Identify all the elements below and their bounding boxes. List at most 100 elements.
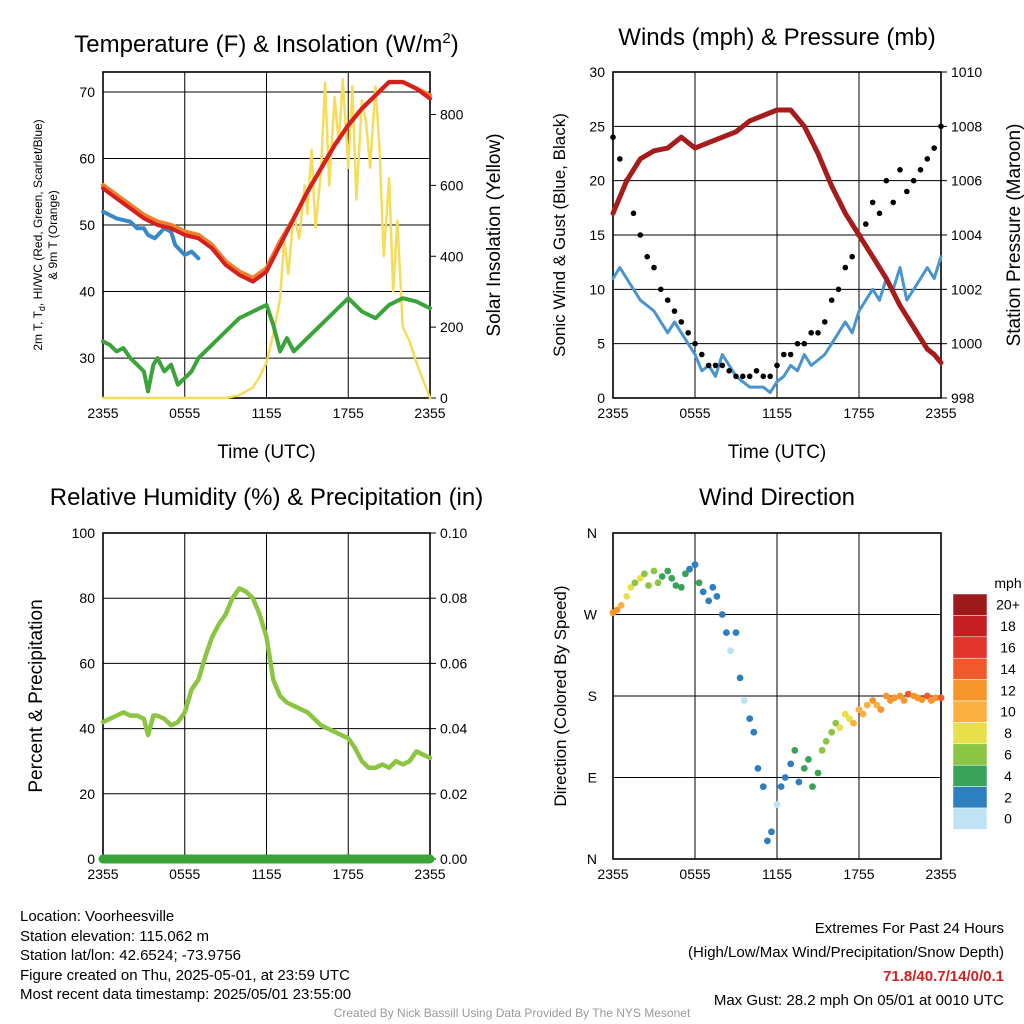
x-tick-label: 1755 [843, 866, 874, 882]
legend-label: 12 [1000, 682, 1016, 698]
gust-point [924, 156, 931, 162]
y-tick-label: 70 [79, 84, 95, 100]
x-tick-label: 2355 [597, 405, 628, 421]
gust-point [610, 134, 616, 140]
x-tick-label: 1755 [843, 405, 874, 421]
y-right-tick-label: 0.10 [440, 525, 467, 541]
plot-frame [102, 71, 431, 399]
direction-point [832, 719, 840, 727]
gust-point [849, 253, 855, 260]
direction-point [764, 837, 771, 845]
direction-point [736, 674, 744, 682]
gust-point [890, 199, 896, 206]
x-tick-label: 1755 [333, 866, 364, 882]
direction-point [828, 728, 836, 736]
direction-point [732, 629, 740, 636]
gust-point [753, 368, 760, 374]
direction-point [877, 706, 885, 713]
y-tick-label: W [584, 607, 598, 623]
direction-point [846, 715, 853, 722]
y-axis-label-left: Percent & Precipitation [26, 599, 47, 792]
y-tick-label: 100 [72, 525, 96, 541]
direction-point [658, 573, 666, 580]
direction-point [631, 579, 639, 587]
legend-label: 8 [1004, 725, 1012, 741]
gust-point [692, 340, 698, 347]
direction-point [800, 765, 808, 772]
direction-point [869, 697, 877, 704]
direction-point [668, 574, 676, 582]
direction-point [705, 597, 713, 605]
direction-point [836, 724, 844, 732]
y-right-tick-label: 1008 [951, 118, 982, 134]
y-right-tick-label: 1002 [951, 281, 982, 297]
gust-point [685, 330, 691, 336]
y-right-tick-label: 1004 [951, 227, 982, 243]
plot-frame [612, 71, 942, 399]
legend-label: 2 [1004, 789, 1012, 805]
direction-point [723, 629, 730, 636]
gust-point [774, 362, 780, 369]
gust-point [678, 319, 685, 325]
gust-point [931, 145, 937, 151]
gust-point [794, 340, 801, 347]
direction-point [759, 783, 767, 790]
gust-point [637, 232, 644, 238]
direction-point [773, 801, 781, 809]
gust-point [897, 167, 903, 173]
gust-point [863, 221, 869, 227]
direction-point [923, 692, 931, 700]
x-tick-label: 0555 [169, 405, 200, 421]
direction-point [822, 737, 830, 745]
direction-point [691, 561, 699, 569]
gust-point [746, 373, 753, 380]
gust-point [787, 351, 794, 358]
y-tick-label: S [588, 688, 597, 704]
title-superscript: 2 [442, 30, 450, 47]
legend-label: 20+ [996, 597, 1020, 613]
x-tick-label: 2355 [925, 866, 956, 882]
y-axis-label-left: 2m T, Td, HI/WC (Red, Green, Scarlet/Blu… [31, 119, 47, 350]
direction-point [855, 706, 863, 713]
y-right-tick-label: 0.04 [440, 721, 467, 737]
legend-swatch [952, 807, 988, 830]
x-tick-label: 2355 [414, 405, 445, 421]
y-tick-label: 10 [589, 281, 605, 297]
direction-point [873, 701, 881, 709]
gust-point [630, 210, 637, 217]
direction-point [781, 774, 789, 781]
x-tick-label: 0555 [679, 405, 710, 421]
y-tick-label: 40 [79, 721, 95, 737]
gust-point [699, 351, 705, 358]
direction-point [859, 710, 867, 718]
y-axis-label-left: Direction (Colored By Speed) [551, 585, 570, 806]
chart-title-temperature: Temperature (F) & Insolation (W/m2) [74, 30, 458, 58]
direction-point [814, 769, 822, 777]
series-heat-index-wind-chill [101, 209, 201, 261]
credit-text: Created By Nick Bassill Using Data Provi… [333, 1006, 691, 1020]
legend-swatch [952, 786, 988, 809]
created-text: Figure created on Thu, 2025-05-01, at 23… [20, 966, 350, 984]
y-tick-label: E [588, 770, 597, 786]
y-tick-label: N [587, 851, 597, 867]
gust-point [835, 286, 842, 293]
gust-point [651, 264, 657, 271]
ylabel-part: , HI/WC (Red, Green, Scarlet/Blue) [31, 119, 45, 306]
legend-label: 10 [1000, 704, 1016, 720]
legend-label: 6 [1004, 747, 1012, 763]
gust-point [644, 253, 650, 260]
gust-point [822, 319, 828, 325]
direction-point [937, 694, 945, 702]
ylabel-part: 2m T, T [31, 310, 45, 350]
direction-point [787, 760, 795, 768]
direction-point [718, 611, 726, 618]
gust-point [760, 373, 767, 380]
gust-point [664, 297, 671, 304]
max-gust-text: Max Gust: 28.2 mph On 05/01 at 0010 UTC [713, 992, 1004, 1009]
legend-label: 14 [1000, 661, 1016, 677]
y-axis-label-right: Solar Insolation (Yellow) [484, 133, 505, 336]
y-right-tick-label: 200 [440, 319, 464, 335]
direction-point [699, 588, 707, 596]
direction-point [623, 593, 631, 600]
extremes-title: Extremes For Past 24 Hours [814, 920, 1004, 937]
